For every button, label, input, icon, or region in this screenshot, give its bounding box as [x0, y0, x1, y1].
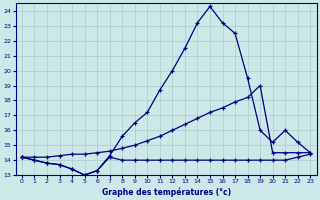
X-axis label: Graphe des températures (°c): Graphe des températures (°c) — [101, 187, 231, 197]
